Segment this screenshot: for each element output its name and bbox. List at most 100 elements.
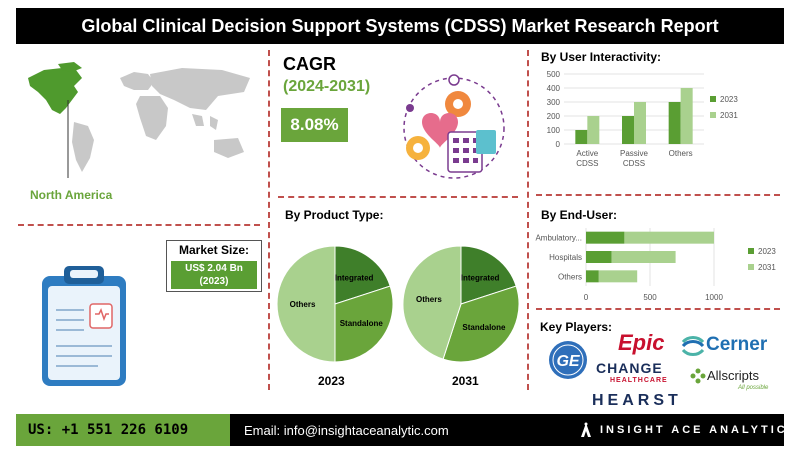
x-tick-label: 1000 [705,293,723,302]
legend-swatch-2031 [748,264,754,270]
legend-label: 2031 [720,111,738,120]
bar-2031 [680,88,693,144]
bar-2023 [586,251,612,263]
world-map [28,62,250,178]
divider-right-h1 [536,194,780,196]
divider-right [527,50,529,390]
user-interactivity-title: By User Interactivity: [541,50,662,64]
key-players-title: Key Players: [540,320,613,334]
pie-label: Others [416,295,442,304]
pie-label: Integrated [461,274,500,283]
pie-slice-integrated [460,245,517,305]
heart-icon [422,113,458,148]
x-tick-label: Active [576,149,598,158]
legend-label: 2023 [758,247,776,256]
x-tick-label: Passive [620,149,649,158]
y-tick-label: 200 [547,112,561,121]
product-type-pie-2023: Integrated Standalone Others [276,245,394,363]
legend-swatch-2023 [748,248,754,254]
bar-2031 [634,102,646,144]
product-type-title: By Product Type: [285,208,384,222]
divider-left-h [18,224,260,226]
healthcare-gears-icon [403,74,505,179]
bar-2023 [622,116,634,144]
y-tick-label: 0 [556,140,561,149]
legend-swatch-2023 [710,96,716,102]
footer-brand: INSIGHT ACE ANALYTIC [580,414,788,446]
pie-2023-year: 2023 [318,374,345,388]
change-healthcare-subtitle: HEALTHCARE [610,377,668,384]
hearst-logo: HEARST [592,392,682,409]
market-size-value: US$ 2.04 Bn [185,263,243,274]
cagr-period: (2024-2031) [283,78,371,95]
brand-name: INSIGHT ACE ANALYTIC [600,424,788,436]
x-tick-label: CDSS [576,159,598,168]
pie-slice-others [402,245,462,360]
x-tick-label: CDSS [623,159,645,168]
market-size-card: Market Size: US$ 2.04 Bn (2023) [166,240,262,292]
cagr-title: CAGR [283,54,336,74]
cerner-logo-icon [681,336,705,356]
x-tick-label: 500 [643,293,657,302]
legend-label: 2031 [758,263,776,272]
legend-swatch-2031 [710,112,716,118]
allscripts-logo-icon [690,368,706,384]
report-title: Global Clinical Decision Support Systems… [16,8,784,44]
allscripts-tagline: All possible [738,385,769,391]
user-interactivity-chart: 0100200300400500ActiveCDSSPassiveCDSSOth… [547,70,739,168]
cerner-logo: Cerner [706,334,768,355]
x-tick-label: 0 [584,293,589,302]
divider-left [268,50,270,390]
pie-slice-standalone [442,285,520,363]
y-tick-label: 400 [547,84,561,93]
ge-logo-text: GE [556,353,580,370]
pie-label: Others [290,300,316,309]
product-type-pie-2031: Integrated Standalone Others [402,245,520,363]
clipboard-icon [42,266,126,386]
ge-logo: GE [549,341,587,379]
pie-slice-others [276,245,336,363]
bar-2031 [587,116,600,144]
y-tick-label: Ambulatory... [535,234,582,243]
legend-label: 2023 [720,95,738,104]
bar-2023 [586,270,599,283]
bar-2023 [586,231,625,244]
map-landmasses [72,68,250,172]
market-size-title: Market Size: [178,243,250,257]
cagr-value: 8.08% [281,108,348,142]
divider-mid-h [278,196,518,198]
pie-2031-year: 2031 [452,374,479,388]
pie-slice-standalone [334,285,394,363]
end-user-chart: 0 500 1000 Ambulatory... Hospitals Others 2023… [535,228,776,302]
y-tick-label: Hospitals [549,253,582,262]
market-size-value-box: US$ 2.04 Bn (2023) [171,261,257,289]
end-user-title: By End-User: [541,208,618,222]
bar-2023 [575,130,588,144]
y-tick-label: Others [558,272,582,281]
gear-icon [445,91,471,117]
market-size-year: (2023) [199,276,229,287]
brand-logo-icon [581,422,591,437]
north-america-shape [28,68,82,114]
gear-small-icon [406,136,430,160]
y-tick-label: 500 [547,70,561,79]
pie-label: Integrated [335,274,374,283]
epic-logo: Epic [618,330,665,355]
bar-2031 [598,270,638,283]
change-healthcare-logo: CHANGE [596,360,663,376]
bar-2031 [611,251,676,263]
footer-phone: US: +1 551 226 6109 [16,414,230,446]
footer-email[interactable]: Email: info@insightaceanalytic.com [244,422,449,438]
greenland-shape [58,62,82,72]
bar-2023 [668,102,681,144]
divider-right-h2 [536,308,780,310]
pie-label: Standalone [462,323,506,332]
allscripts-logo: Allscripts [707,368,760,383]
pie-slice-integrated [334,245,391,305]
bar-2031 [624,231,714,244]
pie-label: Standalone [340,319,384,328]
y-tick-label: 300 [547,98,561,107]
region-label: North America [30,188,113,202]
x-tick-label: Others [669,149,693,158]
